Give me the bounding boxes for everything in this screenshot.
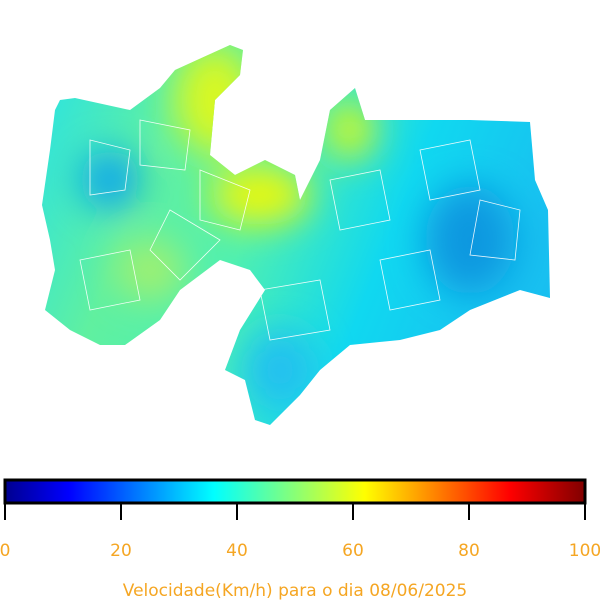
colorbar-label: Velocidade(Km/h) para o dia 08/06/2025	[123, 581, 467, 600]
colorbar	[3, 478, 587, 505]
tick-label: 0	[0, 541, 10, 561]
tick-label: 60	[342, 541, 364, 561]
tick-label: 20	[110, 541, 132, 561]
tick-label: 80	[458, 541, 480, 561]
colorbar-ticks: 0 20 40 60 80 100	[0, 503, 600, 561]
state-map	[42, 45, 550, 425]
tick-label: 100	[569, 541, 600, 561]
tick-label: 40	[226, 541, 248, 561]
